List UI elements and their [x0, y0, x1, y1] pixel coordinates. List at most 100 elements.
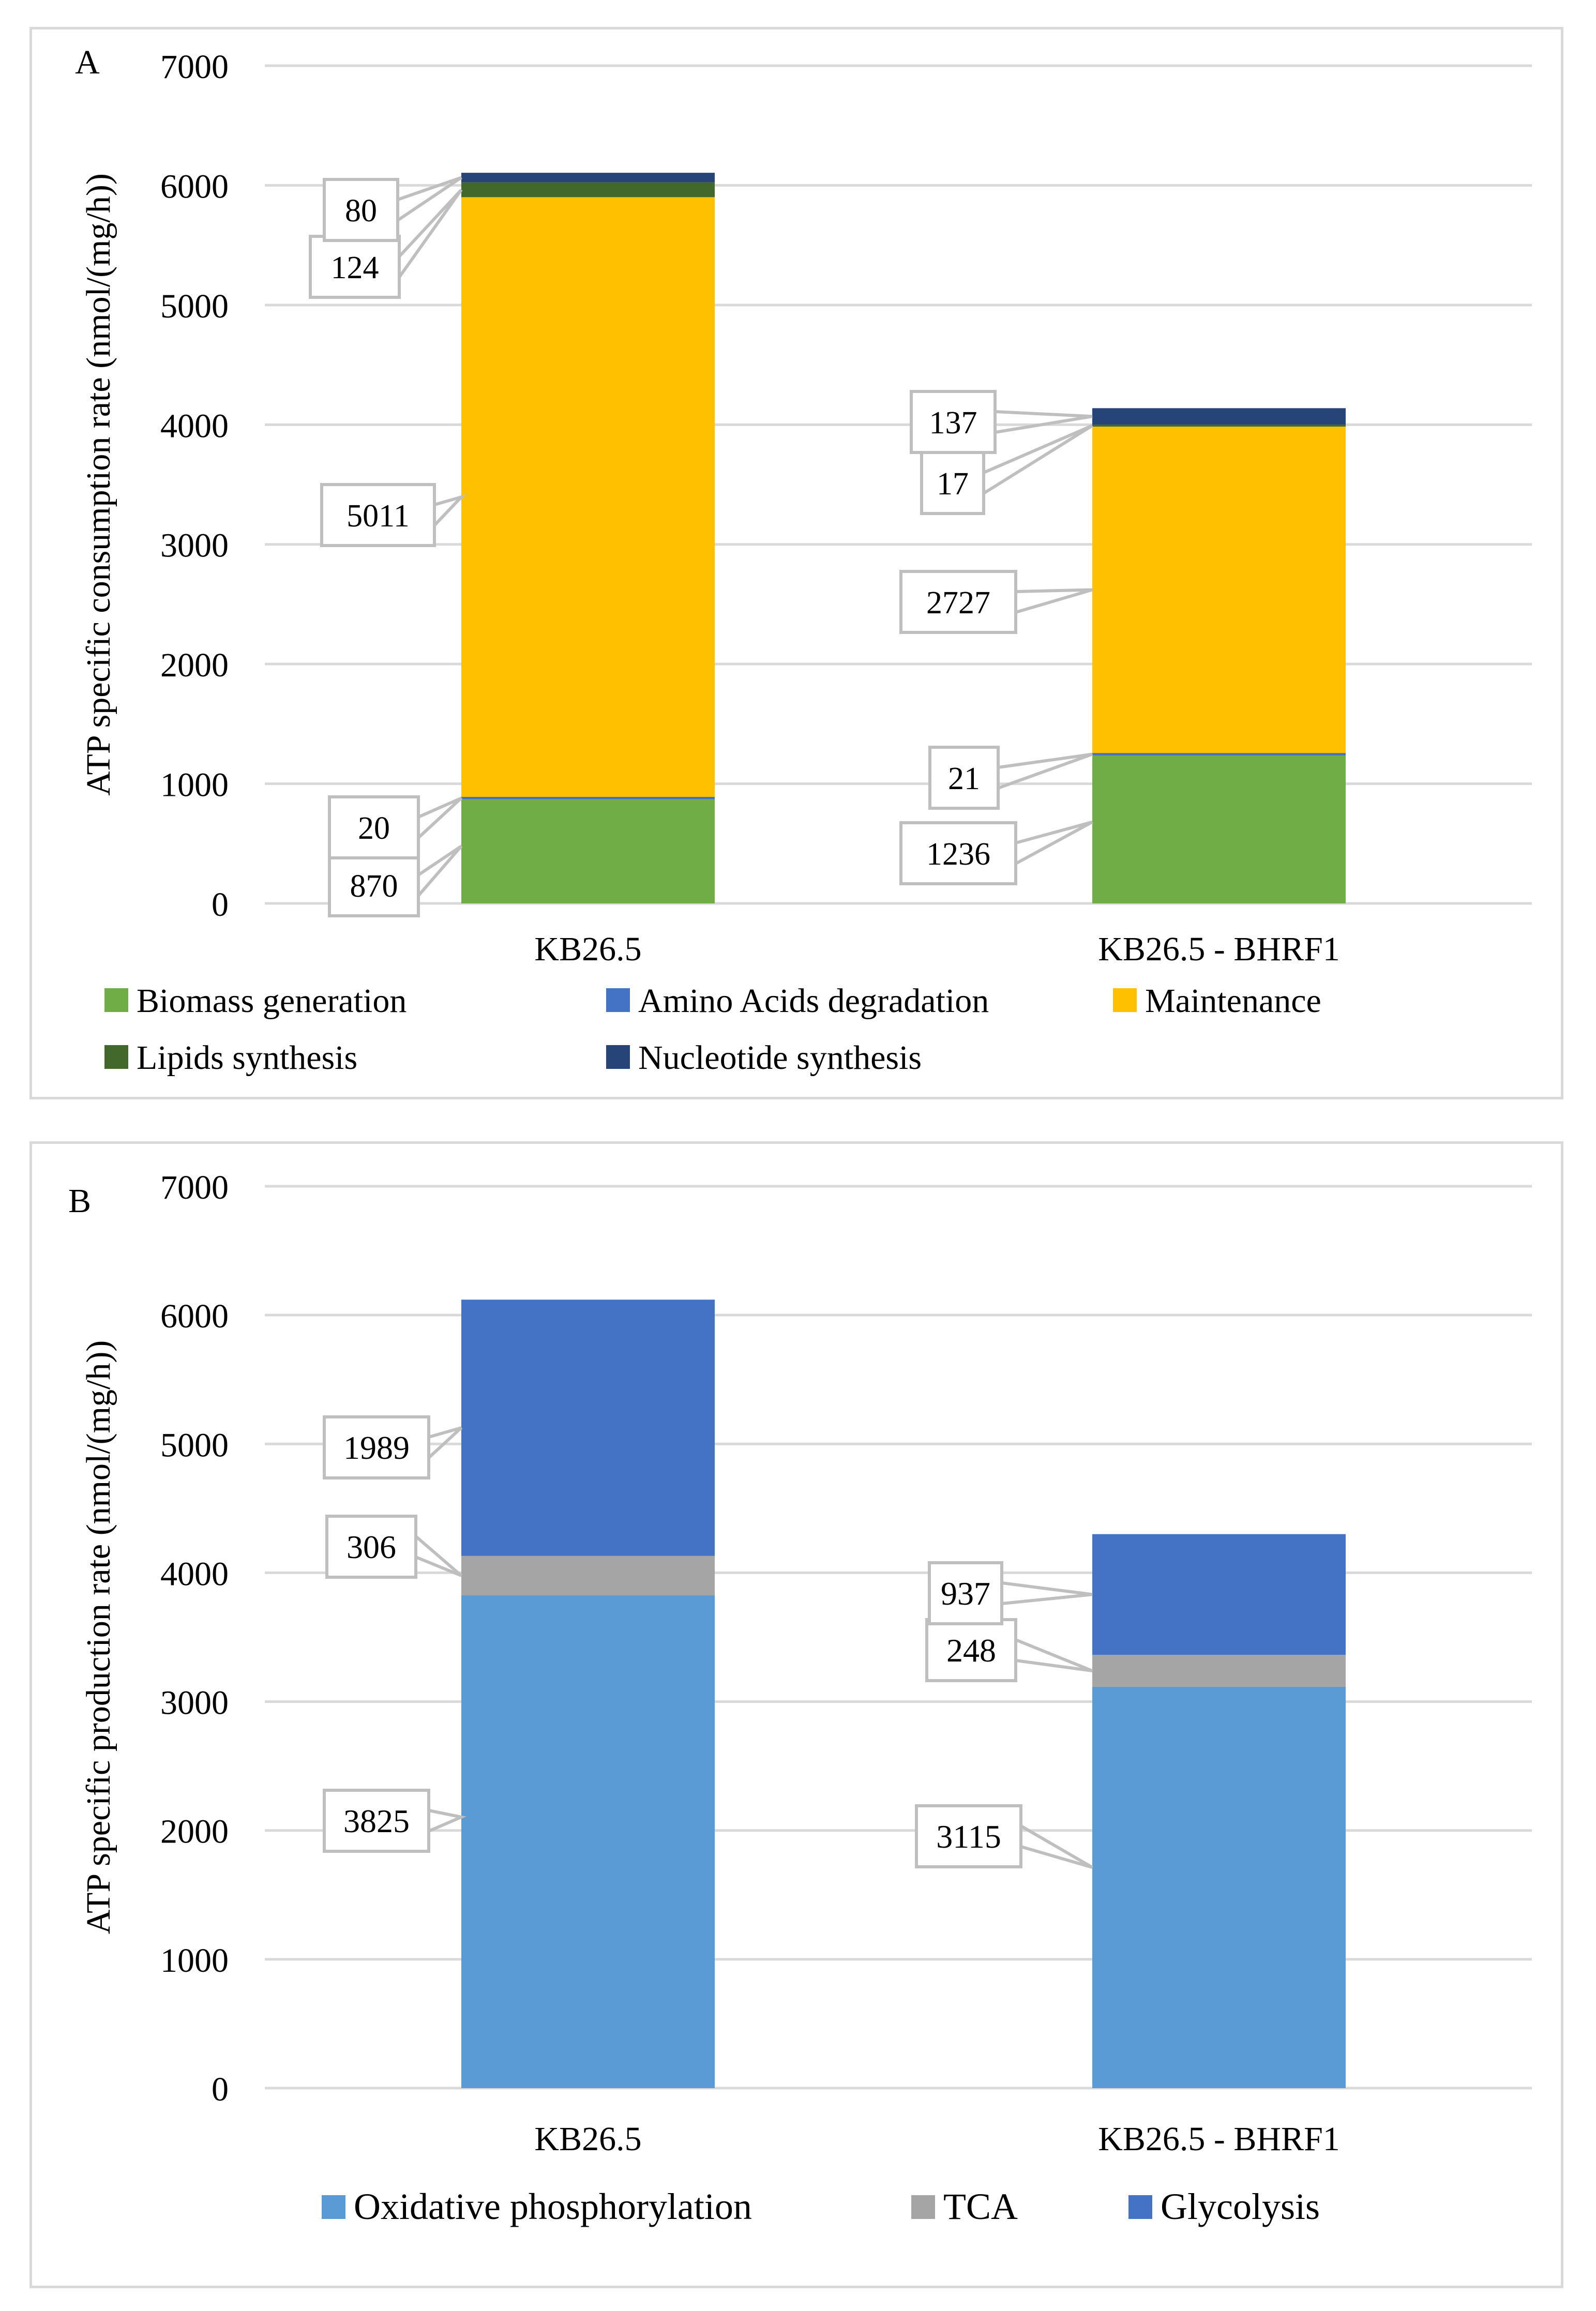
label-leader-line	[1020, 1824, 1093, 1869]
bar-segment	[1092, 1655, 1346, 1687]
chart-b: 0 1000 2000 3000 4000 5000 6000 7000 B ATP specif…	[68, 1169, 1532, 2227]
data-label: 248	[946, 1632, 996, 1669]
label-leader-line	[417, 844, 463, 897]
y-tick-label: 0	[212, 2071, 229, 2108]
y-tick-label: 5000	[160, 288, 229, 325]
legend-label: TCA	[943, 2186, 1018, 2227]
legend-label: Biomass generation	[137, 982, 406, 1020]
legend-swatch	[1128, 2195, 1152, 2219]
data-label: 80	[345, 193, 377, 229]
panel-label: A	[75, 43, 100, 81]
legend-swatch	[606, 1045, 630, 1069]
y-tick-label: 0	[212, 886, 229, 924]
label-leader-line	[997, 752, 1093, 790]
data-label-box	[928, 1561, 1003, 1625]
bar-segment	[461, 1555, 715, 1596]
data-label: 5011	[347, 499, 410, 534]
data-label: 870	[350, 869, 398, 904]
chart-panel-b: 0 1000 2000 3000 4000 5000 6000 7000 B ATP specif…	[29, 1141, 1563, 2288]
bar-segment	[1092, 408, 1346, 425]
label-leader-line	[398, 188, 463, 278]
bar-segment	[461, 173, 715, 183]
bar-segment	[461, 797, 715, 799]
chart-panel-a: 0 1000 2000 3000 4000 5000 6000 7000 A ATP specif…	[29, 27, 1563, 1099]
legend-swatch	[1113, 988, 1137, 1012]
y-tick-label: 5000	[160, 1426, 229, 1464]
bar-segment	[461, 1595, 715, 2088]
y-tick-label: 3000	[160, 1684, 229, 1722]
data-label: 17	[937, 466, 969, 502]
legend-label: Maintenance	[1145, 982, 1321, 1020]
y-tick-label: 6000	[160, 1297, 229, 1335]
bar-segment	[461, 197, 715, 797]
y-axis-title: ATP specific consumption rate (nmol/(mg/…	[80, 173, 117, 796]
data-label-box	[920, 451, 985, 515]
label-leader-line	[417, 796, 463, 839]
data-label: 21	[948, 761, 980, 796]
label-leader-line	[1015, 820, 1093, 865]
legend-swatch	[322, 2195, 345, 2219]
data-label-box	[328, 853, 420, 917]
bar-segment	[1092, 753, 1346, 756]
legend-label: Amino Acids degradation	[638, 982, 989, 1020]
legend-label: Oxidative phosphorylation	[354, 2186, 752, 2227]
chart-a: 0 1000 2000 3000 4000 5000 6000 7000 A ATP specif…	[75, 43, 1532, 1077]
x-tick-label: KB26.5 - BHRF1	[1098, 2120, 1340, 2158]
label-leader-line	[427, 1426, 463, 1459]
legend-label: Nucleotide synthesis	[638, 1039, 922, 1077]
data-label-box	[928, 746, 1000, 810]
data-label: 306	[347, 1529, 396, 1565]
y-tick-label: 1000	[160, 1942, 229, 1980]
legend-label: Glycolysis	[1161, 2186, 1320, 2227]
bar-segment	[461, 1300, 715, 1556]
data-label: 20	[358, 811, 390, 846]
bar-segment	[1092, 425, 1346, 427]
label-leader-line	[433, 494, 466, 527]
bar-segment	[461, 182, 715, 198]
data-label-box	[325, 1515, 417, 1579]
data-label-box	[328, 795, 420, 859]
data-label-box	[899, 821, 1017, 885]
data-label-box	[910, 390, 997, 454]
y-tick-label: 6000	[160, 168, 229, 205]
legend-swatch	[104, 1045, 128, 1069]
data-label: 137	[929, 405, 977, 441]
label-leader-line	[1015, 588, 1093, 614]
label-leader-line	[415, 1535, 462, 1577]
label-leader-line	[397, 176, 462, 222]
y-axis-title: ATP specific production rate (nmol/(mg/h…	[80, 1340, 117, 1935]
bar-segment	[1092, 1686, 1346, 2088]
y-tick-label: 3000	[160, 527, 229, 565]
label-leader-line	[428, 1809, 466, 1833]
bar-segment	[461, 799, 715, 903]
label-leader-line	[995, 410, 1093, 434]
data-label-box	[320, 483, 436, 547]
y-tick-label: 2000	[160, 646, 229, 684]
panel-label: B	[68, 1182, 91, 1220]
data-label: 3115	[936, 1818, 1001, 1855]
legend-swatch	[911, 2195, 935, 2219]
label-leader-line	[983, 424, 1093, 495]
data-label-box	[323, 178, 399, 242]
bar-segment	[1092, 755, 1346, 903]
x-tick-label: KB26.5	[534, 930, 641, 968]
legend-swatch	[104, 988, 128, 1012]
label-leader-line	[1001, 1581, 1093, 1605]
bar-segment	[1092, 1534, 1346, 1655]
x-tick-label: KB26.5	[534, 2120, 641, 2158]
legend-swatch	[606, 988, 630, 1012]
data-label: 1989	[343, 1429, 410, 1466]
y-tick-label: 4000	[160, 1555, 229, 1593]
data-label-box	[323, 1789, 430, 1853]
y-tick-label: 7000	[160, 1169, 229, 1206]
data-label: 3825	[343, 1803, 410, 1839]
y-tick-label: 4000	[160, 407, 229, 445]
data-label: 937	[941, 1575, 990, 1612]
label-leader-line	[1015, 1638, 1093, 1672]
y-tick-label: 2000	[160, 1813, 229, 1851]
data-label: 124	[331, 250, 379, 285]
data-label-box	[323, 1415, 430, 1479]
x-tick-label: KB26.5 - BHRF1	[1098, 930, 1340, 968]
y-tick-label: 7000	[160, 48, 229, 86]
y-tick-label: 1000	[160, 766, 229, 804]
